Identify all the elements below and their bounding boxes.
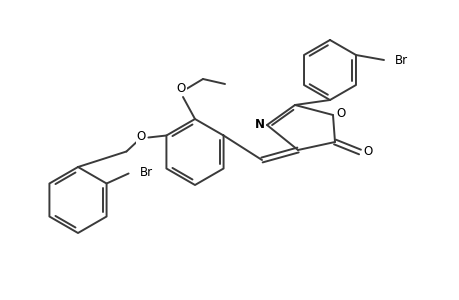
Text: Br: Br <box>394 53 407 67</box>
Text: O: O <box>363 145 372 158</box>
Text: N: N <box>254 118 264 130</box>
Text: O: O <box>136 130 146 143</box>
Text: Br: Br <box>139 166 152 179</box>
Text: O: O <box>176 82 185 94</box>
Text: O: O <box>336 106 345 119</box>
